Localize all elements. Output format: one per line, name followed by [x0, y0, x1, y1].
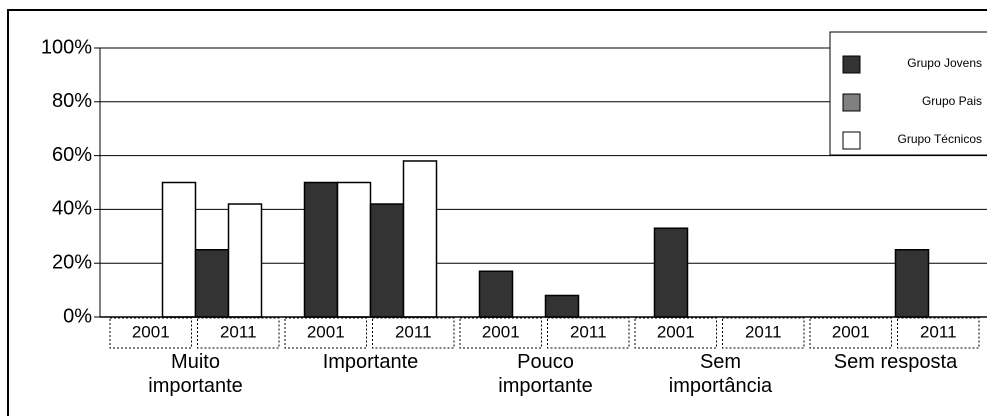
- year-box: [197, 317, 280, 349]
- bar: [478, 270, 514, 318]
- year-box: [109, 317, 192, 349]
- year-box: [897, 317, 980, 349]
- bar: [194, 249, 230, 318]
- legend-swatch: [842, 55, 861, 74]
- y-tick-label: 100%: [41, 36, 92, 58]
- legend-label: Grupo Pais: [922, 94, 982, 108]
- y-tick-label: 20%: [52, 251, 92, 273]
- x-sub-label: 2001: [482, 322, 520, 341]
- x-category-label: Importante: [322, 351, 419, 373]
- x-category-label: Pouco importante: [498, 351, 593, 397]
- x-sub-label: 2001: [307, 322, 345, 341]
- legend-swatch: [842, 93, 861, 112]
- chart-frame: [7, 9, 987, 416]
- x-sub-label: 2011: [920, 322, 957, 341]
- legend-label: Grupo Jovens: [907, 56, 982, 70]
- x-category-label: Muito importante: [148, 351, 243, 397]
- y-tick-label: 60%: [52, 144, 92, 166]
- bar: [336, 181, 372, 318]
- year-box: [459, 317, 542, 349]
- bar: [161, 181, 197, 318]
- bar: [227, 203, 263, 318]
- y-tick-label: 40%: [52, 198, 92, 220]
- legend-swatch: [842, 131, 861, 150]
- bar: [303, 181, 339, 318]
- x-sub-label: 2001: [657, 322, 695, 341]
- year-box: [634, 317, 717, 349]
- year-box: [722, 317, 805, 349]
- y-tick-label: 80%: [52, 90, 92, 112]
- bar: [402, 160, 438, 318]
- legend-label: Grupo Técnicos: [898, 132, 983, 146]
- x-sub-label: 2011: [220, 322, 257, 341]
- bar: [369, 203, 405, 318]
- x-category-label: Sem resposta: [833, 351, 958, 373]
- bar: [653, 227, 689, 318]
- year-box: [809, 317, 892, 349]
- year-box: [284, 317, 367, 349]
- x-sub-label: 2011: [745, 322, 782, 341]
- x-sub-label: 2001: [132, 322, 170, 341]
- bar: [544, 294, 580, 318]
- x-sub-label: 2001: [832, 322, 870, 341]
- year-box: [372, 317, 455, 349]
- x-sub-label: 2011: [395, 322, 432, 341]
- y-tick-label: 0%: [63, 305, 92, 327]
- bar: [894, 249, 930, 318]
- x-sub-label: 2011: [570, 322, 607, 341]
- year-box: [547, 317, 630, 349]
- x-category-label: Sem importância: [668, 351, 773, 397]
